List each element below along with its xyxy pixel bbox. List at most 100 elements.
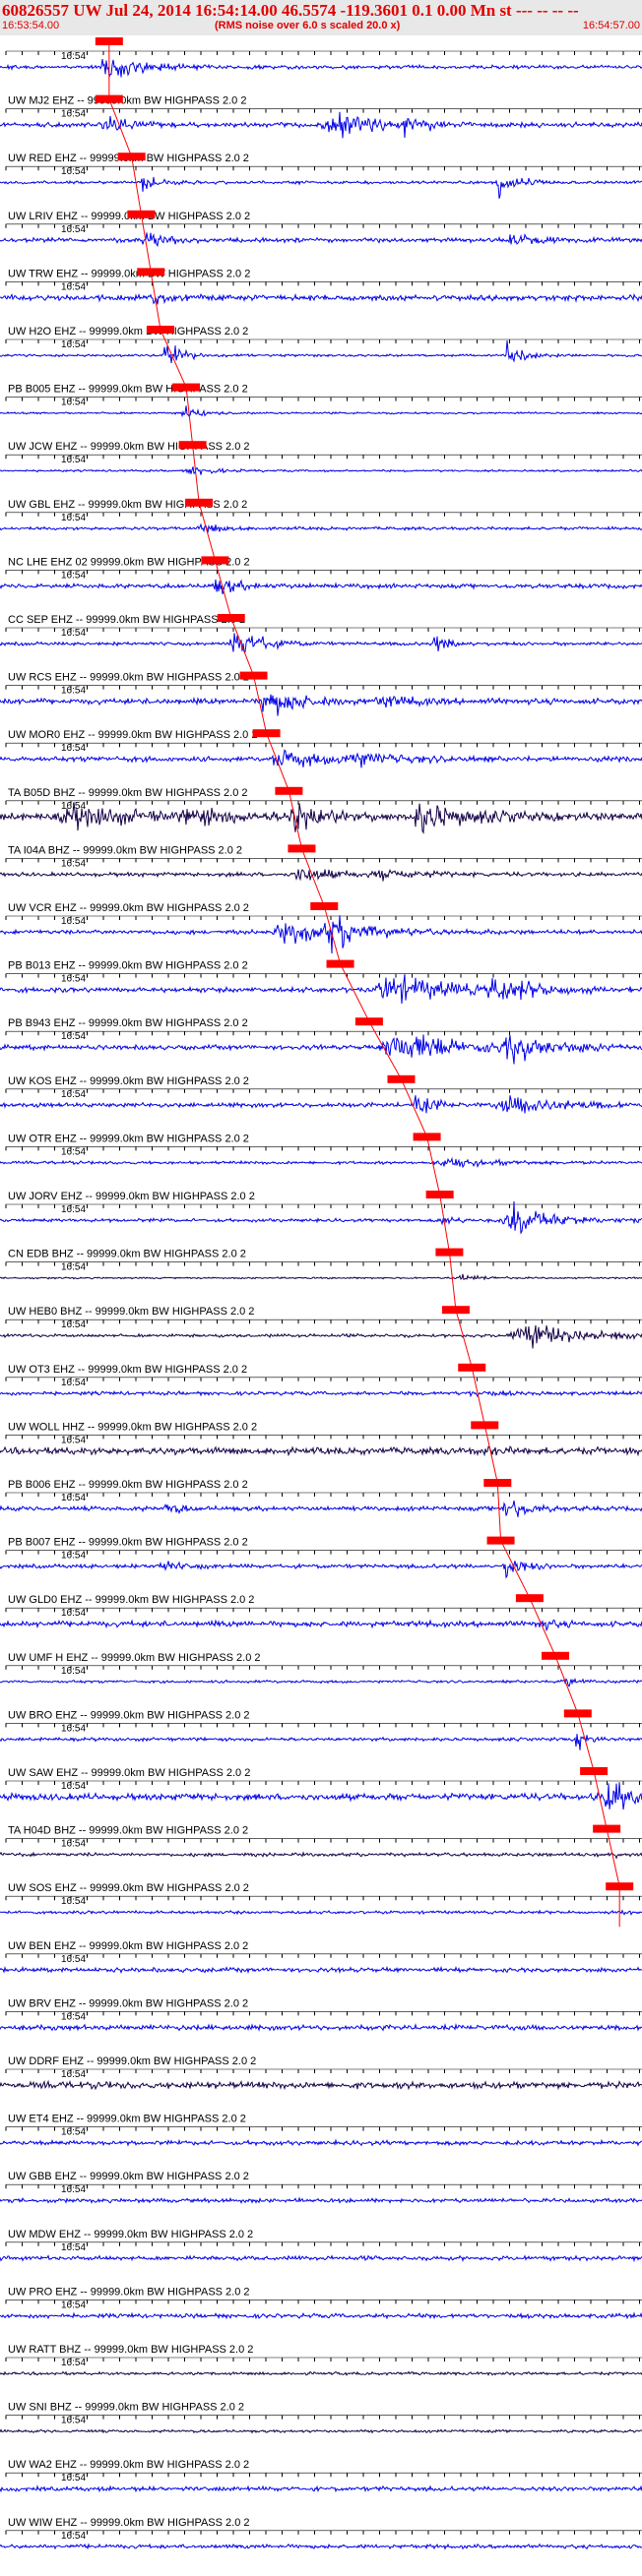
trace-panel: UW MDW EHZ -- 99999.0km BW HIGHPASS 2.0 … bbox=[0, 2229, 642, 2263]
waveform-trace bbox=[0, 1445, 642, 1457]
minute-label: 16:54 bbox=[61, 1839, 86, 1850]
trace-panel: TA B05D BHZ -- 99999.0km BW HIGHPASS 2.0… bbox=[0, 786, 642, 834]
station-label: PB B943 EHZ -- 99999.0km BW HIGHPASS 2.0… bbox=[8, 1017, 248, 1029]
waveform-trace bbox=[0, 2022, 642, 2032]
trace-panel: UW WA2 EHZ -- 99999.0km BW HIGHPASS 2.0 … bbox=[0, 2459, 642, 2493]
minute-label: 16:54 bbox=[61, 2531, 86, 2542]
station-label: UW JORV EHZ -- 99999.0km BW HIGHPASS 2.0… bbox=[8, 1191, 255, 1202]
waveform-trace bbox=[0, 1501, 642, 1517]
minute-label: 16:54 bbox=[61, 513, 86, 523]
station-label: UW UMF H EHZ -- 99999.0km BW HIGHPASS 2.… bbox=[8, 1652, 261, 1664]
trace-panel: UW RED EHZ -- 99999.0km BW HIGHPASS 2.0 … bbox=[0, 153, 642, 199]
waveform-trace bbox=[0, 2079, 642, 2091]
trace-panel: UW BRO EHZ -- 99999.0km BW HIGHPASS 2.0 … bbox=[0, 1709, 642, 1750]
trace-panel: UW KOS EHZ -- 99999.0km BW HIGHPASS 2.0 … bbox=[0, 1074, 642, 1114]
station-label: UW OT3 EHZ -- 99999.0km BW HIGHPASS 2.0 … bbox=[8, 1364, 247, 1376]
station-label: UW MOR0 EHZ -- 99999.0km BW HIGHPASS 2.0… bbox=[8, 729, 257, 741]
station-label: CN EDB BHZ -- 99999.0km BW HIGHPASS 2.0 … bbox=[8, 1249, 246, 1260]
minute-label: 16:54 bbox=[61, 743, 86, 754]
trace-panel: UW WOLL HHZ -- 99999.0km BW HIGHPASS 2.0… bbox=[0, 1421, 642, 1457]
trace-panel: UW RATT BHZ -- 99999.0km BW HIGHPASS 2.0… bbox=[0, 2344, 642, 2376]
station-label: UW SNI BHZ -- 99999.0km BW HIGHPASS 2.0 … bbox=[8, 2402, 244, 2414]
minute-label: 16:54 bbox=[61, 1551, 86, 1562]
waveform-trace bbox=[0, 1200, 642, 1235]
minute-label: 16:54 bbox=[61, 1204, 86, 1215]
station-label: UW BEN EHZ -- 99999.0km BW HIGHPASS 2.0 … bbox=[8, 1940, 248, 1952]
minute-label: 16:54 bbox=[61, 858, 86, 869]
station-label: PB B005 EHZ -- 99999.0km BW HIGHPASS 2.0… bbox=[8, 384, 248, 396]
minute-label: 16:54 bbox=[61, 2416, 86, 2426]
station-label: TA I04A BHZ -- 99999.0km BW HIGHPASS 2.0… bbox=[8, 844, 242, 856]
minute-label: 16:54 bbox=[61, 1666, 86, 1677]
station-label: UW SOS EHZ -- 99999.0km BW HIGHPASS 2.0 … bbox=[8, 1882, 249, 1894]
trace-panel: UW GLD0 EHZ -- 99999.0km BW HIGHPASS 2.0… bbox=[0, 1594, 642, 1632]
minute-label: 16:54 bbox=[61, 570, 86, 581]
minute-label: 16:54 bbox=[61, 2473, 86, 2484]
trace-panel: UW PRO EHZ -- 99999.0km BW HIGHPASS 2.0 … bbox=[0, 2286, 642, 2320]
trace-panel: UW VCR EHZ -- 99999.0km BW HIGHPASS 2.0 … bbox=[0, 902, 642, 954]
rms-note: (RMS noise over 6.0 s scaled 20.0 x) bbox=[215, 20, 401, 31]
trace-panel: CN EDB BHZ -- 99999.0km BW HIGHPASS 2.0 … bbox=[0, 1248, 642, 1281]
waveform-trace bbox=[0, 1909, 642, 1916]
waveform-trace bbox=[0, 2254, 642, 2263]
station-label: UW SAW EHZ -- 99999.0km BW HIGHPASS 2.0 … bbox=[8, 1767, 250, 1779]
minute-label: 16:54 bbox=[61, 2242, 86, 2253]
waveform-trace bbox=[0, 1782, 642, 1810]
station-label: UW WOLL HHZ -- 99999.0km BW HIGHPASS 2.0… bbox=[8, 1421, 257, 1433]
trace-panel: UW H2O EHZ -- 99999.0km BW HIGHPASS 2.0 … bbox=[0, 326, 642, 363]
trace-panel: TA I04A BHZ -- 99999.0km BW HIGHPASS 2.0… bbox=[0, 844, 642, 882]
waveform-trace bbox=[0, 1273, 642, 1281]
waveform-trace bbox=[0, 340, 642, 363]
waveform-trace bbox=[0, 579, 642, 594]
station-label: UW HEB0 BHZ -- 99999.0km BW HIGHPASS 2.0… bbox=[8, 1306, 254, 1318]
station-label: UW ET4 EHZ -- 99999.0km BW HIGHPASS 2.0 … bbox=[8, 2114, 246, 2125]
station-label: UW TRW EHZ -- 99999.0km BW HIGHPASS 2.0 … bbox=[8, 268, 250, 279]
minute-label: 16:54 bbox=[61, 2358, 86, 2368]
trace-panel: TA H04D BHZ -- 99999.0km BW HIGHPASS 2.0… bbox=[0, 1824, 642, 1860]
station-label: UW WIW EHZ -- 99999.0km BW HIGHPASS 2.0 … bbox=[8, 2517, 250, 2529]
station-label: UW RATT BHZ -- 99999.0km BW HIGHPASS 2.0… bbox=[8, 2344, 253, 2356]
waveform-trace bbox=[0, 2196, 642, 2204]
minute-label: 16:54 bbox=[61, 281, 86, 292]
waveform-trace bbox=[0, 2138, 642, 2147]
event-title: 60826557 UW Jul 24, 2014 16:54:14.00 46.… bbox=[2, 1, 579, 20]
waveform-trace bbox=[0, 974, 642, 1005]
trace-panel: UW GBL EHZ -- 99999.0km BW HIGHPASS 2.0 … bbox=[0, 498, 642, 533]
trace-panel: UW OT3 EHZ -- 99999.0km BW HIGHPASS 2.0 … bbox=[0, 1363, 642, 1398]
minute-label: 16:54 bbox=[61, 1781, 86, 1792]
minute-label: 16:54 bbox=[61, 2011, 86, 2022]
waveform-trace bbox=[0, 915, 642, 954]
station-label: TA B05D BHZ -- 99999.0km BW HIGHPASS 2.0… bbox=[8, 787, 248, 799]
waveform-trace bbox=[0, 111, 642, 139]
trace-panel: UW BEN EHZ -- 99999.0km BW HIGHPASS 2.0 … bbox=[0, 1940, 642, 1975]
trace-panel: PB B005 EHZ -- 99999.0km BW HIGHPASS 2.0… bbox=[0, 383, 642, 418]
minute-label: 16:54 bbox=[61, 455, 86, 465]
waveform-trace bbox=[0, 868, 642, 882]
waveform-trace bbox=[0, 1965, 642, 1975]
waveform-trace bbox=[0, 1156, 642, 1169]
minute-label: 16:54 bbox=[61, 2069, 86, 2080]
minute-label: 16:54 bbox=[61, 974, 86, 985]
minute-label: 16:54 bbox=[61, 2127, 86, 2138]
seismogram-plot: 16:54 UW MJ2 EHZ -- 99999.0km BW HIGHPASS… bbox=[0, 37, 642, 2550]
trace-panel: UW WIW EHZ -- 99999.0km BW HIGHPASS 2.0 … bbox=[0, 2517, 642, 2550]
minute-label: 16:54 bbox=[61, 109, 86, 120]
waveform-trace bbox=[0, 1389, 642, 1398]
waveform-trace bbox=[0, 2428, 642, 2434]
waveform-trace bbox=[0, 749, 642, 768]
waveform-trace bbox=[0, 466, 642, 475]
minute-label: 16:54 bbox=[61, 1435, 86, 1445]
waveform-trace bbox=[0, 292, 642, 305]
minute-label: 16:54 bbox=[61, 1031, 86, 1042]
station-label: UW GLD0 EHZ -- 99999.0km BW HIGHPASS 2.0… bbox=[8, 1594, 254, 1606]
station-label: UW KOS EHZ -- 99999.0km BW HIGHPASS 2.0 … bbox=[8, 1075, 249, 1087]
station-label: CC SEP EHZ -- 99999.0km BW HIGHPASS 2.0 … bbox=[8, 614, 245, 626]
minute-label: 16:54 bbox=[61, 1319, 86, 1330]
minute-label: 16:54 bbox=[61, 1723, 86, 1734]
waveform-trace bbox=[0, 2484, 642, 2493]
trace-panel: UW MJ2 EHZ -- 99999.0km BW HIGHPASS 2.0 … bbox=[0, 94, 642, 139]
end-time: 16:54:57.00 bbox=[582, 20, 640, 31]
record-header: 60826557 UW Jul 24, 2014 16:54:14.00 46.… bbox=[0, 0, 642, 35]
trace-panel: PB B006 EHZ -- 99999.0km BW HIGHPASS 2.0… bbox=[0, 1479, 642, 1517]
waveform-trace bbox=[0, 2543, 642, 2550]
